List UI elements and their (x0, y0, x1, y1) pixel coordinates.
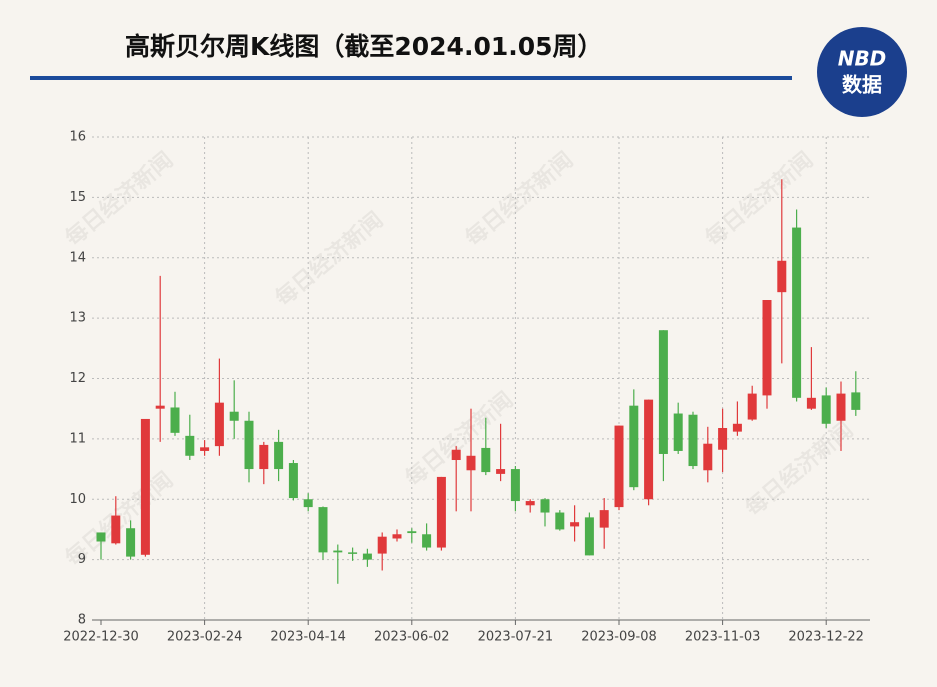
candle-body (644, 399, 654, 500)
logo (817, 27, 907, 117)
y-tick-label: 10 (69, 492, 86, 507)
candle-body (806, 397, 816, 409)
candle-body (466, 455, 476, 471)
x-tick-label: 2023-09-08 (581, 630, 657, 645)
candle-body (599, 510, 609, 528)
y-tick-label: 12 (69, 371, 86, 386)
candle-body (303, 499, 313, 508)
candle-body (792, 227, 802, 398)
candle-body (422, 534, 432, 548)
x-tick-label: 2022-12-30 (63, 630, 139, 645)
candle-body (362, 553, 372, 560)
x-tick-label: 2023-07-21 (478, 630, 554, 645)
candle-body (703, 443, 713, 471)
candle-body (451, 449, 461, 461)
candle-body (436, 476, 446, 548)
watermark: 每日经济新闻 (460, 147, 578, 252)
logo-bottom: 数据 (842, 73, 882, 97)
candle-body (140, 418, 150, 555)
candle-body (688, 414, 698, 467)
candle-body (762, 300, 772, 396)
candle-body (200, 447, 210, 451)
candle-body (851, 392, 861, 410)
logo-top: NBD (838, 47, 887, 71)
candle-body (821, 395, 831, 424)
candle-body (170, 407, 180, 433)
x-tick-label: 2023-02-24 (167, 630, 243, 645)
candle-body (185, 435, 195, 456)
candle-body (496, 469, 506, 474)
y-tick-label: 14 (69, 250, 86, 265)
candle-body (570, 522, 580, 527)
candle-body (348, 552, 358, 554)
candle-body (732, 423, 742, 432)
candle-body (392, 534, 402, 539)
candle-body (673, 413, 683, 451)
candle-body (510, 469, 520, 502)
x-tick-label: 2023-12-22 (788, 630, 864, 645)
y-tick-label: 15 (69, 190, 86, 205)
y-tick-label: 11 (69, 431, 86, 446)
candle-body (540, 499, 550, 513)
candle-body (259, 444, 269, 470)
candle-body (229, 411, 239, 421)
candle-body (126, 528, 136, 557)
chart-title: 高斯贝尔周K线图（截至2024.01.05周） (125, 32, 603, 61)
candle-body (288, 463, 298, 499)
candle-body (155, 405, 165, 409)
candle-body (555, 512, 565, 530)
candle-body (481, 447, 491, 473)
candle-body (244, 420, 254, 470)
candle-body (214, 402, 224, 447)
x-tick-label: 2023-04-14 (270, 630, 346, 645)
candle-body (629, 405, 639, 488)
title-underline (30, 76, 792, 80)
y-tick-label: 13 (69, 311, 86, 326)
candle-body (836, 393, 846, 421)
candle-body (96, 532, 106, 542)
candle-body (584, 517, 594, 556)
x-tick-label: 2023-06-02 (374, 630, 450, 645)
candle-body (318, 507, 328, 553)
candle-body (407, 531, 417, 534)
candle-body (777, 260, 787, 293)
candle-body (333, 550, 343, 553)
candle-body (658, 330, 668, 454)
candle-body (111, 515, 121, 544)
y-tick-label: 9 (78, 552, 86, 567)
candle-body (747, 393, 757, 420)
y-tick-label: 8 (78, 613, 86, 628)
y-tick-label: 16 (69, 130, 86, 145)
candle-body (718, 428, 728, 450)
candle-body (614, 425, 624, 508)
watermark: 每日经济新闻 (270, 207, 388, 312)
candle-body (274, 441, 284, 470)
candle-body (525, 501, 535, 506)
candle-body (377, 536, 387, 554)
x-tick-label: 2023-11-03 (685, 630, 761, 645)
